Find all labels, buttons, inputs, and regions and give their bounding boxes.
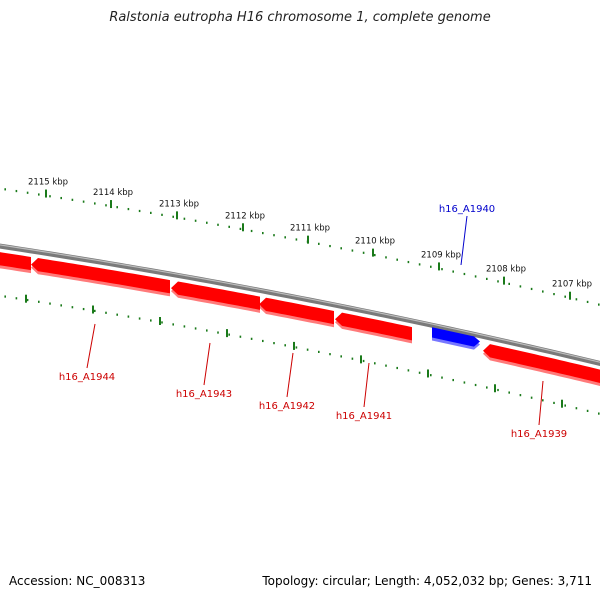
tick-label: 2110 kbp — [355, 237, 395, 247]
backbone-highlight — [0, 244, 600, 363]
gene-label[interactable]: h16_A1939 — [511, 429, 567, 440]
map-title: Ralstonia eutropha H16 chromosome 1, com… — [109, 10, 491, 25]
gene-label[interactable]: h16_A1941 — [336, 411, 392, 422]
gene-label-leader — [363, 362, 370, 408]
gene-label[interactable]: h16_A1944 — [59, 372, 115, 383]
tick-label: 2113 kbp — [159, 199, 199, 209]
gene-label-leader — [286, 352, 294, 398]
gene-label-leader — [86, 323, 96, 369]
tick-label: 2107 kbp — [552, 280, 592, 290]
gene-g1940[interactable]: h16_A1940 — [432, 204, 495, 350]
gene-label[interactable]: h16_A1943 — [176, 389, 232, 400]
gene-g1945[interactable] — [0, 251, 31, 274]
gene-g1944[interactable]: h16_A1944 — [31, 258, 170, 383]
gene-label[interactable]: h16_A1940 — [439, 204, 495, 215]
gene-g1942[interactable]: h16_A1942 — [259, 297, 334, 412]
tick-label: 2115 kbp — [28, 178, 68, 188]
genome-summary-text: Topology: circular; Length: 4,052,032 bp… — [262, 574, 592, 588]
gene-g1943[interactable]: h16_A1943 — [171, 281, 260, 400]
gene-arrow[interactable] — [259, 297, 334, 325]
tick-label: 2114 kbp — [93, 188, 133, 198]
gene-arrow[interactable] — [483, 344, 600, 384]
gene-arrow[interactable] — [432, 327, 480, 347]
outer-scale-ring — [4, 188, 600, 306]
inner-scale-ring — [4, 295, 600, 415]
gene-arrow[interactable] — [31, 258, 170, 294]
gene-label-leader — [538, 380, 544, 426]
accession-text: Accession: NC_008313 — [9, 574, 146, 588]
tick-label: 2112 kbp — [225, 211, 265, 221]
gene-g1939[interactable]: h16_A1939 — [483, 344, 600, 440]
gene-g1941[interactable]: h16_A1941 — [335, 312, 412, 422]
chromosome-backbone — [0, 243, 600, 366]
gene-label-leader — [460, 215, 468, 266]
gene-arrow[interactable] — [0, 251, 31, 271]
gene-label[interactable]: h16_A1942 — [259, 401, 315, 412]
tick-label: 2109 kbp — [421, 250, 461, 260]
gene-label-leader — [203, 342, 211, 386]
tick-label: 2111 kbp — [290, 224, 330, 234]
tick-label: 2108 kbp — [486, 265, 526, 275]
gene-arrow[interactable] — [335, 312, 412, 341]
gene-arrow[interactable] — [171, 281, 260, 310]
